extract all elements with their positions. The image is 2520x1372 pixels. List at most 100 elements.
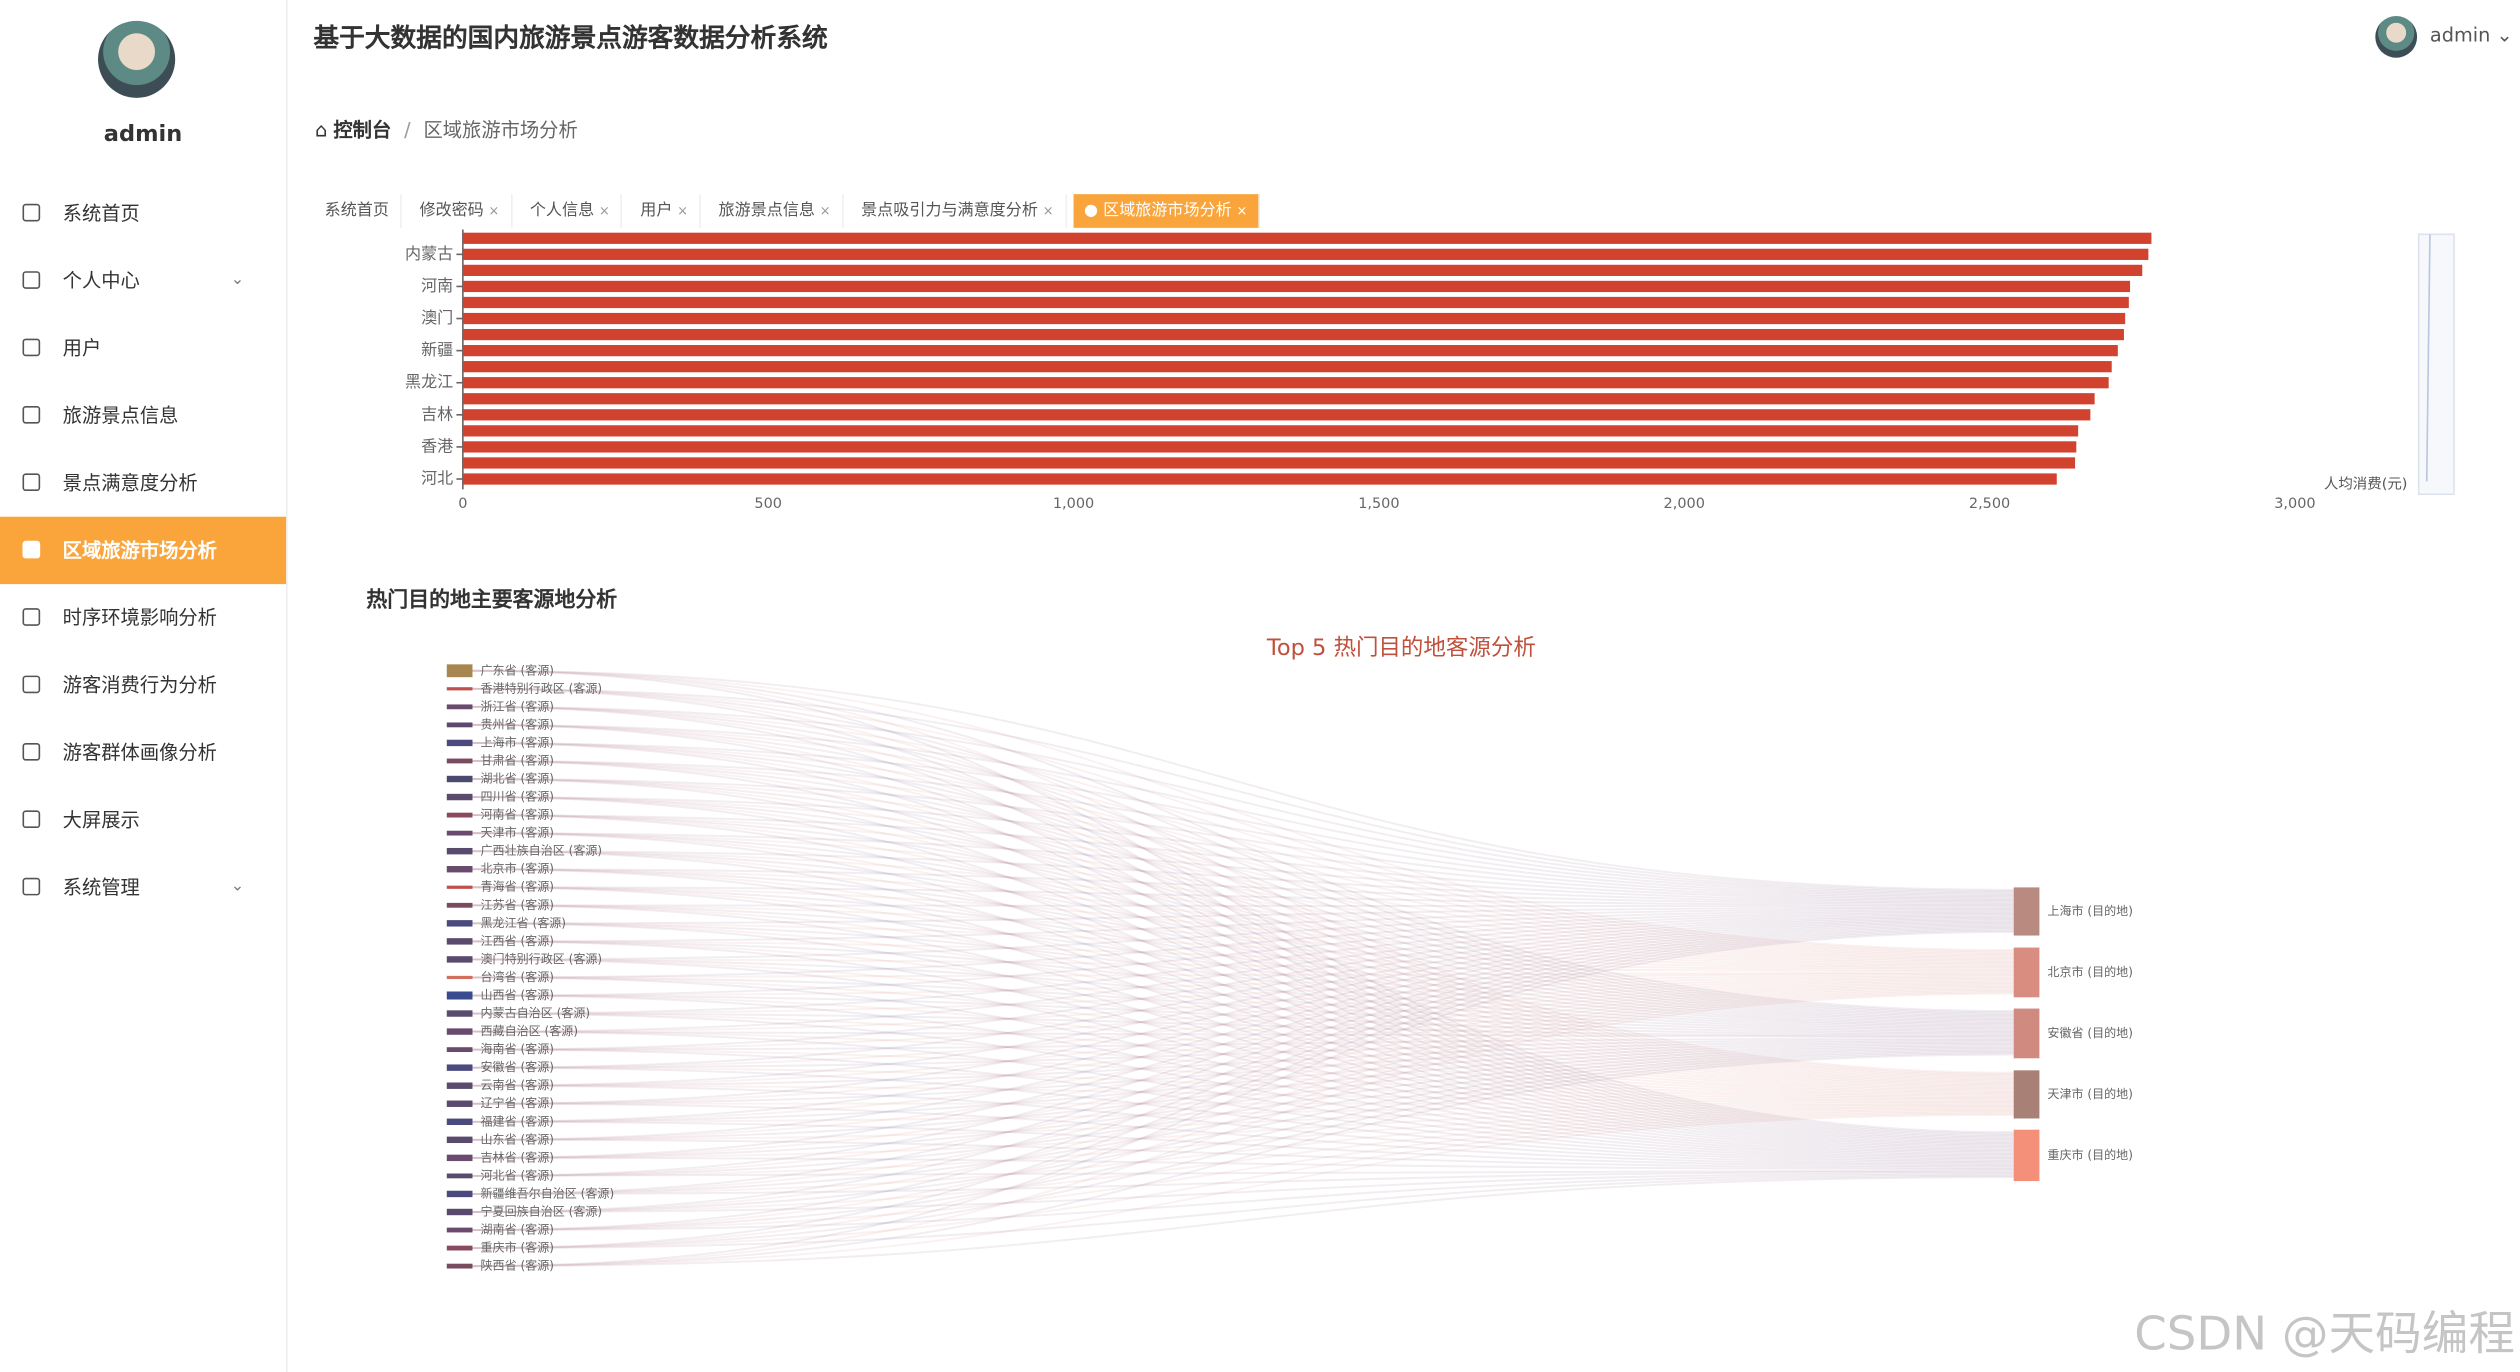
user-menu[interactable]: admin ⌄ [2375, 13, 2513, 58]
tab-label: 旅游景点信息 [718, 202, 815, 220]
menu-item[interactable]: 游客群体画像分析 [0, 719, 286, 786]
menu-label: 用户 [62, 336, 102, 360]
sankey-link [472, 796, 2014, 1022]
sankey-link [472, 1107, 2014, 1177]
tab-close[interactable]: × [819, 203, 831, 219]
tab-close[interactable]: × [598, 203, 610, 219]
chevron: ⌄ [230, 877, 245, 896]
sidebar: admin 系统首页 个人中心 ⌄ 用户 旅游景点信息 景点满意度分析 区域旅游市场分析 时序… [0, 0, 288, 1372]
sankey-link [472, 922, 2014, 970]
sankey-link [472, 989, 2014, 1231]
sankey-link [472, 1012, 2014, 1098]
tab[interactable]: 系统首页 [313, 194, 402, 228]
breadcrumb: ⌂ 控制台 / 区域旅游市场分析 [314, 118, 578, 142]
target-label: 重庆市 (目的地) [2047, 1147, 2132, 1162]
y-tick-label: 澳门 [421, 308, 453, 327]
bar [462, 457, 2076, 469]
menu-item[interactable]: 景点满意度分析 [0, 449, 286, 516]
source-label: 吉林省 (客源) [481, 1149, 554, 1164]
zoom-handle [2425, 234, 2431, 482]
source-node [446, 775, 473, 783]
sankey-link [472, 1012, 2014, 1160]
sankey-link [472, 975, 2014, 1033]
y-tick-label: 河南 [421, 276, 453, 295]
tab[interactable]: ● 区域旅游市场分析 × [1072, 194, 1261, 228]
tab[interactable]: 个人信息 × [519, 194, 623, 228]
sankey-link [472, 1172, 2014, 1213]
source-node [446, 722, 473, 728]
menu-item[interactable]: 系统管理 ⌄ [0, 854, 286, 921]
menu-icon [22, 608, 41, 626]
menu-icon [22, 675, 41, 694]
menu-item[interactable]: 时序环境影响分析 [0, 584, 286, 651]
sankey-link [472, 928, 2014, 1231]
sankey-link [472, 1120, 2014, 1168]
sankey-link [472, 940, 2014, 971]
sankey-link [472, 886, 2014, 967]
sankey-link [472, 705, 2014, 954]
sankey-link [472, 994, 2014, 1036]
menu-icon [22, 338, 41, 357]
sankey-link [472, 978, 2014, 1069]
menu-item[interactable]: 大屏展示 [0, 786, 286, 853]
menu-item[interactable]: 区域旅游市场分析 [0, 516, 287, 585]
sankey-link [472, 1110, 2014, 1213]
sankey-link [472, 705, 2014, 1015]
tab-close[interactable]: × [488, 203, 500, 219]
source-label: 安徽省 (客源) [481, 1059, 554, 1074]
tab-close[interactable]: × [1236, 203, 1248, 219]
sankey-link [472, 814, 2014, 1023]
sankey-link [472, 886, 2014, 1089]
tab-label: 区域旅游市场分析 [1103, 202, 1232, 220]
source-node [446, 664, 473, 678]
sankey-link [472, 723, 2014, 955]
sankey-link [472, 796, 2014, 961]
menu-item[interactable]: 旅游景点信息 [0, 382, 286, 449]
tab[interactable]: 旅游景点信息 × [707, 194, 844, 228]
sankey-link [472, 1030, 2014, 1100]
source-node [446, 866, 473, 873]
sankey-link [472, 1138, 2014, 1169]
source-label: 河南省 (客源) [481, 807, 554, 822]
source-label: 重庆市 (客源) [481, 1240, 554, 1255]
sankey-link [472, 984, 2014, 1159]
source-label: 湖北省 (客源) [481, 771, 554, 786]
tab-bar: 系统首页 修改密码 × 个人信息 × 用户 × 旅游景点信息 × 景点吸引力与满意度分析 × ● 区域… [313, 194, 1261, 228]
sankey-link [472, 919, 2014, 1105]
menu-label: 游客消费行为分析 [62, 673, 217, 697]
bar [462, 232, 2152, 244]
sankey-link [472, 976, 2014, 1096]
source-node [446, 956, 473, 963]
sankey-link [472, 741, 2014, 1139]
sankey-link [472, 850, 2014, 1026]
sankey-link [472, 832, 2014, 1086]
bar [462, 328, 2124, 341]
menu-label: 系统首页 [62, 202, 140, 225]
sankey-link [472, 868, 2014, 966]
menu-item[interactable]: 用户 [0, 315, 286, 382]
sankey-link [472, 760, 2014, 1081]
sankey-link [472, 1030, 2014, 1039]
menu-item[interactable]: 个人中心 ⌄ [0, 247, 286, 314]
tab[interactable]: 景点吸引力与满意度分析 × [850, 194, 1067, 228]
tab[interactable]: 修改密码 × [408, 194, 513, 228]
crumb-home[interactable]: 控制台 [333, 118, 392, 142]
sankey-link [472, 958, 2014, 1095]
menu-item[interactable]: 游客消费行为分析 [0, 652, 286, 719]
sankey-link [472, 868, 2014, 1088]
menu-label: 个人中心 [62, 269, 140, 293]
tab-close[interactable]: × [677, 203, 689, 219]
sankey-link [472, 904, 2014, 969]
tab-close[interactable]: × [1042, 203, 1054, 219]
target-node [2013, 1070, 2040, 1119]
sankey-link [472, 929, 2014, 1250]
sankey-link [472, 940, 2014, 1032]
menu-item[interactable]: 系统首页 [0, 180, 286, 247]
menu-icon [22, 877, 41, 896]
tab[interactable]: 用户 × [629, 194, 701, 228]
source-node [446, 739, 473, 747]
sankey-link [472, 1113, 2014, 1268]
sankey-link [472, 940, 2014, 1093]
y-tick-label: 内蒙古 [405, 244, 453, 263]
